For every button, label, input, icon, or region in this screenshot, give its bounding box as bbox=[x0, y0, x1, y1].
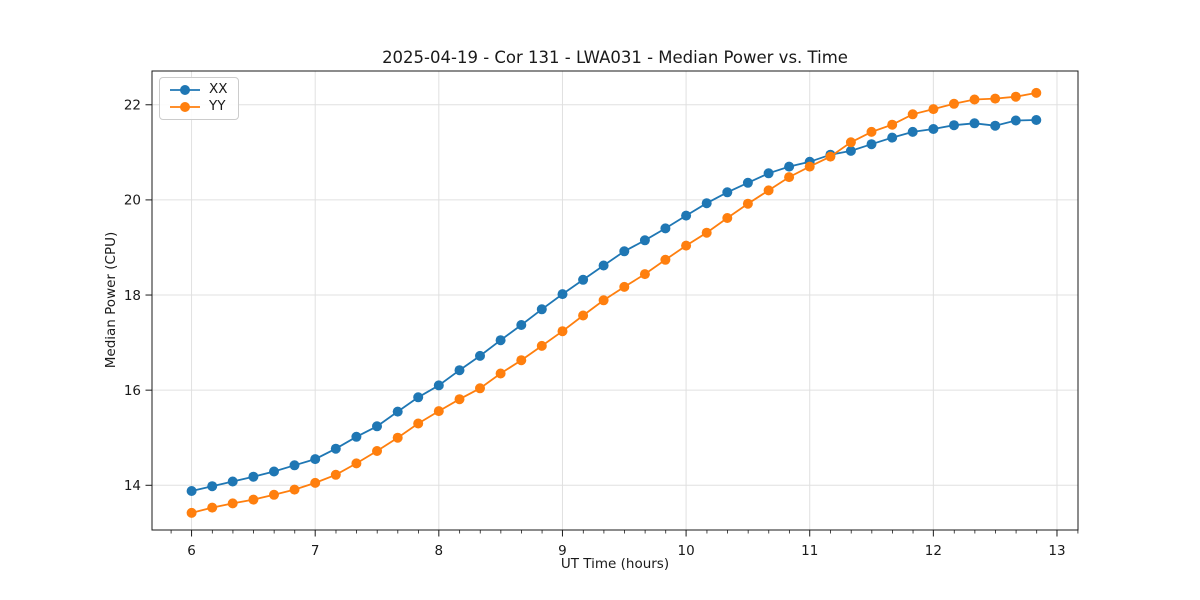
legend-label-xx: XX bbox=[209, 81, 228, 98]
yy-line-marker-icon bbox=[170, 102, 200, 112]
xx-line-marker-icon bbox=[170, 85, 200, 95]
legend-label-yy: YY bbox=[209, 98, 226, 115]
legend: XX YY bbox=[159, 77, 239, 120]
x-axis-ticks: 6 7 8 9 10 11 12 13 bbox=[187, 530, 1066, 559]
y-axis-ticks: 14 16 18 20 22 bbox=[124, 98, 152, 494]
svg-text:16: 16 bbox=[124, 383, 141, 399]
svg-text:10: 10 bbox=[677, 543, 694, 559]
chart-title: 2025-04-19 - Cor 131 - LWA031 - Median P… bbox=[382, 48, 848, 67]
svg-text:9: 9 bbox=[558, 543, 567, 559]
svg-text:20: 20 bbox=[124, 193, 141, 209]
x-axis-label: UT Time (hours) bbox=[560, 556, 670, 572]
svg-text:11: 11 bbox=[801, 543, 818, 559]
svg-text:13: 13 bbox=[1048, 543, 1065, 559]
svg-text:12: 12 bbox=[925, 543, 942, 559]
svg-text:7: 7 bbox=[311, 543, 320, 559]
y-axis-label: Median Power (CPU) bbox=[103, 231, 119, 369]
svg-text:8: 8 bbox=[435, 543, 444, 559]
svg-text:18: 18 bbox=[124, 288, 141, 304]
series-yy bbox=[186, 87, 1042, 518]
svg-text:22: 22 bbox=[124, 98, 141, 114]
legend-item-yy: YY bbox=[168, 100, 228, 114]
x-axis-minor-ticks bbox=[170, 530, 1079, 534]
axes-spines bbox=[151, 70, 1079, 531]
grid-lines bbox=[152, 71, 1078, 530]
svg-text:6: 6 bbox=[187, 543, 196, 559]
series-xx bbox=[186, 115, 1042, 496]
legend-item-xx: XX bbox=[168, 83, 228, 97]
svg-text:14: 14 bbox=[124, 478, 141, 494]
